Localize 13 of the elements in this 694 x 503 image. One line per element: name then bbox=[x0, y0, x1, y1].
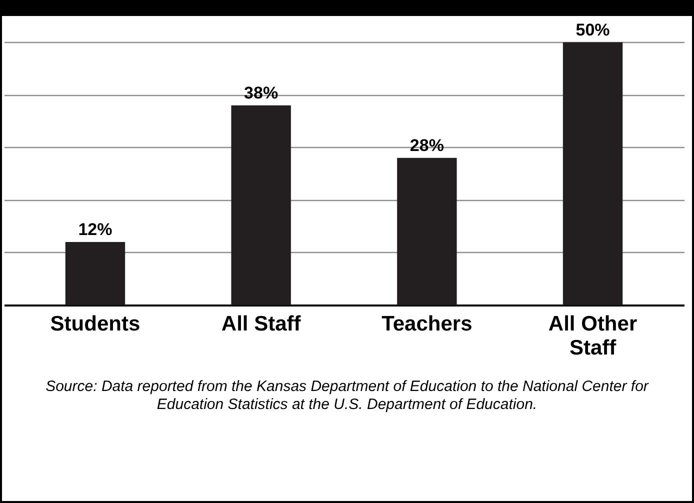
bar bbox=[397, 158, 457, 305]
data-label: 12% bbox=[78, 220, 112, 239]
bar bbox=[231, 105, 291, 305]
x-tick-label: Teachers bbox=[382, 312, 472, 336]
bar bbox=[65, 242, 126, 305]
x-tick-label: All Staff bbox=[221, 312, 302, 336]
source-note: Source: Data reported from the Kansas Department of Education to the National Center for Education Statistics at the U.S. Department of Education. bbox=[44, 377, 650, 415]
data-label: 28% bbox=[410, 136, 444, 155]
x-tick-label: Students bbox=[50, 312, 140, 336]
data-label: 38% bbox=[244, 83, 278, 102]
bar bbox=[562, 42, 623, 305]
x-tick-label: All Other Staff bbox=[548, 312, 638, 360]
data-label: 50% bbox=[576, 20, 610, 40]
